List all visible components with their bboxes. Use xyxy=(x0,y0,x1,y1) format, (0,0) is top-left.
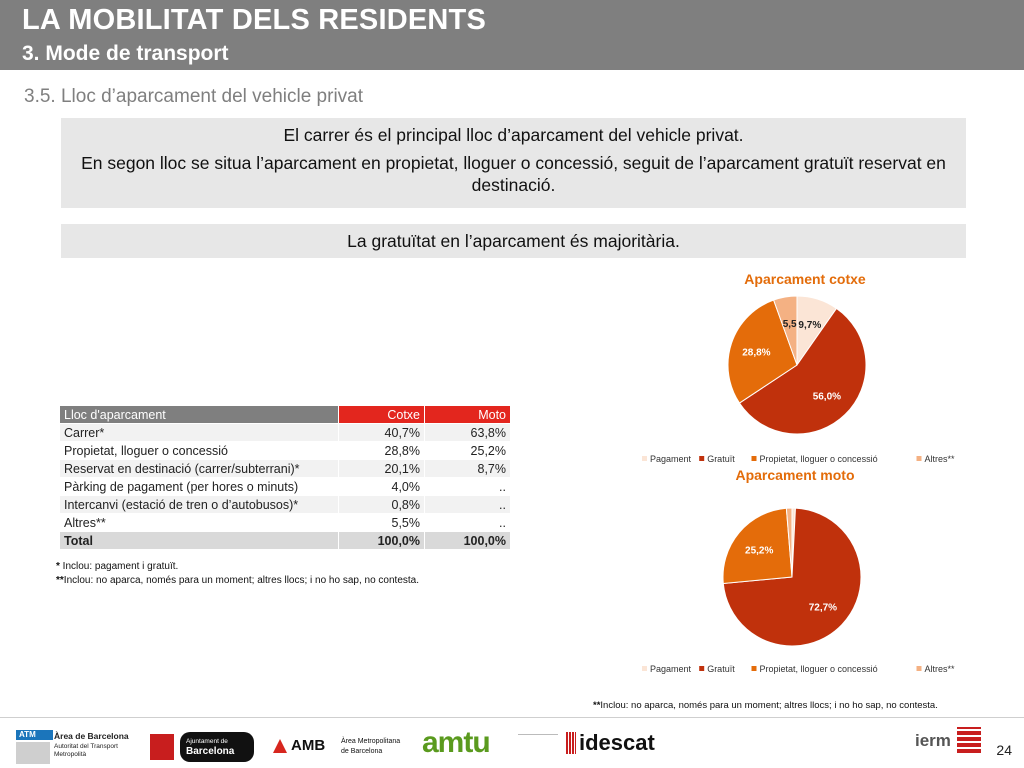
summary-line-1: El carrer és el principal lloc d’aparcam… xyxy=(283,125,744,145)
table-total-row: Total 100,0% 100,0% xyxy=(59,531,511,550)
table-header-cotxe: Cotxe xyxy=(338,405,425,424)
legend-label-1-1: Gratuït xyxy=(707,664,735,674)
row-label: Carrer* xyxy=(59,423,339,442)
row-moto: 25,2% xyxy=(424,441,511,460)
legend-label-1-0: Pagament xyxy=(650,664,692,674)
row-moto: 8,7% xyxy=(424,459,511,478)
footnote-2: **Inclou: no aparca, només para un momen… xyxy=(56,575,419,586)
total-label: Total xyxy=(59,531,339,550)
row-label: Intercanvi (estació de tren o d’autobuso… xyxy=(59,495,339,514)
total-cotxe: 100,0% xyxy=(338,531,425,550)
footnote-3: **Inclou: no aparca, només para un momen… xyxy=(593,700,938,711)
pie-slice-0-3 xyxy=(772,295,798,366)
pie-slice-1-3 xyxy=(785,507,793,578)
row-cotxe: 0,8% xyxy=(338,495,425,514)
total-moto: 100,0% xyxy=(424,531,511,550)
row-cotxe: 40,7% xyxy=(338,423,425,442)
legend-swatch-0-1 xyxy=(699,456,705,461)
row-label: Reservat en destinació (carrer/subterran… xyxy=(59,459,339,478)
row-moto: .. xyxy=(424,513,511,532)
legend-label-0-1: Gratuït xyxy=(707,454,735,464)
legend-label-1-3: Altres** xyxy=(925,664,956,674)
amtu-logo: amtu xyxy=(422,724,562,764)
legend-label-0-3: Altres** xyxy=(925,454,956,464)
table-header-row: Lloc d'aparcament Cotxe Moto xyxy=(59,405,511,424)
parking-table: Lloc d'aparcament Cotxe Moto Carrer* 40,… xyxy=(59,405,511,550)
legend-label-0-2: Propietat, lloguer o concessió xyxy=(760,454,878,464)
row-cotxe: 4,0% xyxy=(338,477,425,496)
title-bar: LA MOBILITAT DELS RESIDENTS 3. Mode de t… xyxy=(0,0,1024,70)
legend-swatch-0-3 xyxy=(916,456,922,461)
pie-slice-0-1 xyxy=(738,307,867,435)
table-row: Reservat en destinació (carrer/subterran… xyxy=(59,459,511,478)
section-title: 3.5. Lloc d’aparcament del vehicle priva… xyxy=(24,86,364,107)
atm-logo: ATM Àrea de Barcelona Autoritat del Tran… xyxy=(16,730,134,766)
chart-title-moto: Aparcament moto xyxy=(735,467,855,483)
pie-slice-0-2 xyxy=(727,299,798,404)
row-moto: 63,8% xyxy=(424,423,511,442)
pie-label-0-2: 28,8% xyxy=(742,348,770,359)
row-cotxe: 5,5% xyxy=(338,513,425,532)
pie-chart-cotxe: 9,7% 56,0% 28,8% 5,5 Pagament Gratuït Propieta… xyxy=(642,295,956,464)
legend-swatch-1-2 xyxy=(751,666,757,671)
pie-label-0-1: 56,0% xyxy=(813,392,841,403)
pie-label-1-2: 25,2% xyxy=(745,546,773,557)
idescat-logo: idescat xyxy=(566,730,656,760)
legend-swatch-1-1 xyxy=(699,666,705,671)
table-header-moto: Moto xyxy=(424,405,511,424)
table-row: Intercanvi (estació de tren o d’autobuso… xyxy=(59,495,511,514)
table-header-label: Lloc d'aparcament xyxy=(59,405,339,424)
row-label: Altres** xyxy=(59,513,339,532)
ajuntament-logo: Ajuntament de Barcelona xyxy=(150,732,254,762)
legend-swatch-1-3 xyxy=(916,666,922,671)
legend-swatch-0-2 xyxy=(751,456,757,461)
highlight-box: La gratuïtat en l’aparcament és majorità… xyxy=(61,224,966,258)
iermb-logo: ierm xyxy=(915,727,985,759)
summary-line-2: En segon lloc se situa l’aparcament en p… xyxy=(81,153,946,195)
pie-chart-moto: 72,7% 25,2% Pagament Gratuït Propietat, llog… xyxy=(642,507,956,674)
legend-label-0-0: Pagament xyxy=(650,454,692,464)
page-title: LA MOBILITAT DELS RESIDENTS xyxy=(22,4,487,36)
row-label: Pàrking de pagament (per hores o minuts) xyxy=(59,477,339,496)
footnote-1: * Inclou: pagament i gratuït. xyxy=(56,561,179,572)
summary-box: El carrer és el principal lloc d’aparcam… xyxy=(61,118,966,208)
row-cotxe: 28,8% xyxy=(338,441,425,460)
page-subtitle: 3. Mode de transport xyxy=(22,42,229,65)
row-moto: .. xyxy=(424,495,511,514)
highlight-text: La gratuïtat en l’aparcament és majorità… xyxy=(347,231,680,251)
page-number: 24 xyxy=(996,742,1012,758)
row-moto: .. xyxy=(424,477,511,496)
legend-label-1-2: Propietat, lloguer o concessió xyxy=(760,664,878,674)
legend-swatch-0-0 xyxy=(642,456,647,461)
table-row: Propietat, lloguer o concessió 28,8% 25,… xyxy=(59,441,511,460)
footer-divider xyxy=(0,717,1024,718)
table-row: Altres** 5,5% .. xyxy=(59,513,511,532)
amb-logo: AMB Àrea Metropolitana de Barcelona xyxy=(273,734,403,762)
table-row: Carrer* 40,7% 63,8% xyxy=(59,423,511,442)
pie-label-0-0: 9,7% xyxy=(798,320,821,331)
pie-label-0-3: 5,5 xyxy=(783,319,797,330)
table-row: Pàrking de pagament (per hores o minuts)… xyxy=(59,477,511,496)
legend-swatch-1-0 xyxy=(642,666,647,671)
chart-title-cotxe: Aparcament cotxe xyxy=(744,271,866,287)
pie-label-1-1: 72,7% xyxy=(809,603,837,614)
row-label: Propietat, lloguer o concessió xyxy=(59,441,339,460)
row-cotxe: 20,1% xyxy=(338,459,425,478)
pie-slice-1-2 xyxy=(722,507,793,585)
